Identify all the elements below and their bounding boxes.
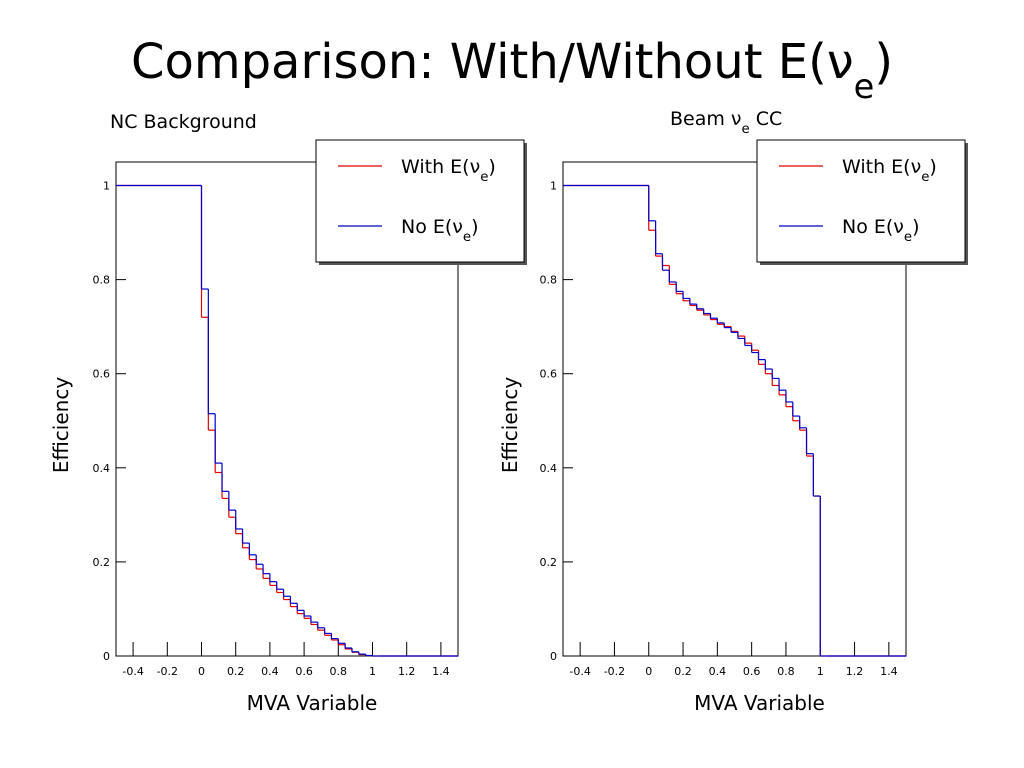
legend-label: With E(νe) (842, 156, 937, 185)
text-part: e (742, 122, 750, 137)
x-tick-label: 0.2 (227, 665, 245, 678)
text-part: ) (874, 34, 893, 90)
slide-title: Comparison: With/Without E(νe) (131, 34, 893, 106)
y-tick-label: 1 (550, 180, 557, 193)
y-tick-label: 0.6 (540, 368, 558, 381)
plot-frame (562, 161, 907, 657)
plot-frame (115, 161, 459, 657)
x-tick-label: 0 (198, 665, 205, 678)
chart-title: Beam νe CC (670, 108, 782, 137)
x-tick-label: 0 (645, 665, 652, 678)
y-tick-label: 0.8 (93, 274, 111, 287)
text-part: ) (929, 156, 936, 178)
y-axis-label: Efficiency (498, 377, 522, 474)
text-part: No E(ν (401, 216, 463, 238)
x-tick-label: 1.4 (432, 665, 450, 678)
chart-title: NC Background (110, 111, 257, 133)
y-tick-label: 0.2 (540, 556, 558, 569)
y-tick-label: 0 (103, 650, 110, 663)
text-part: NC Background (110, 111, 257, 133)
x-tick-label: 0.8 (330, 665, 348, 678)
text-part: e (480, 170, 488, 185)
x-axis-label: MVA Variable (694, 691, 825, 715)
text-part: ) (912, 216, 919, 238)
text-part: No E(ν (842, 216, 904, 238)
text-part: e (854, 67, 875, 106)
y-tick-label: 1 (103, 180, 110, 193)
text-part: ) (471, 216, 478, 238)
x-tick-label: 1.4 (880, 665, 898, 678)
text-part: Beam ν (670, 108, 742, 130)
y-tick-label: 0.4 (93, 462, 111, 475)
y-tick-label: 0.6 (93, 368, 111, 381)
y-tick-label: 0.8 (540, 274, 558, 287)
text-part: With E(ν (401, 156, 480, 178)
y-axis-label: Efficiency (49, 377, 73, 474)
step-riser (200, 185, 374, 656)
x-tick-label: -0.4 (569, 665, 590, 678)
legend (756, 139, 966, 263)
x-tick-label: -0.2 (604, 665, 625, 678)
text-part: Comparison: With/Without E(ν (131, 34, 854, 90)
legend-label: With E(νe) (401, 156, 496, 185)
text-part: ) (488, 156, 495, 178)
x-tick-label: -0.2 (157, 665, 178, 678)
text-part: e (921, 170, 929, 185)
x-tick-label: 0.6 (743, 665, 761, 678)
x-tick-label: 0.4 (709, 665, 727, 678)
text-part: With E(ν (842, 156, 921, 178)
x-tick-label: -0.4 (122, 665, 143, 678)
x-tick-label: 1 (817, 665, 824, 678)
x-tick-label: 0.6 (295, 665, 313, 678)
legend (315, 139, 525, 263)
y-tick-label: 0 (550, 650, 557, 663)
y-tick-label: 0.4 (540, 462, 558, 475)
x-axis-label: MVA Variable (247, 691, 378, 715)
legend-label: No E(νe) (401, 216, 479, 245)
x-tick-label: 0.4 (261, 665, 279, 678)
step-riser (648, 185, 821, 656)
text-part: CC (750, 108, 783, 130)
text-part: e (463, 230, 471, 245)
text-part: e (904, 230, 912, 245)
x-tick-label: 1.2 (846, 665, 864, 678)
x-tick-label: 0.8 (777, 665, 795, 678)
legend-label: No E(νe) (842, 216, 920, 245)
y-tick-label: 0.2 (93, 556, 111, 569)
x-tick-label: 0.2 (674, 665, 692, 678)
x-tick-label: 1.2 (398, 665, 416, 678)
x-tick-label: 1 (369, 665, 376, 678)
